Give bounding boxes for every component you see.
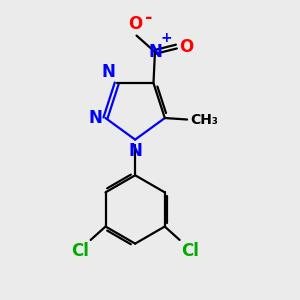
Text: N: N: [88, 109, 102, 127]
Text: CH₃: CH₃: [190, 112, 218, 127]
Text: N: N: [148, 43, 162, 61]
Text: O: O: [128, 15, 142, 33]
Text: N: N: [101, 63, 115, 81]
Text: Cl: Cl: [181, 242, 199, 260]
Text: Cl: Cl: [71, 242, 89, 260]
Text: +: +: [160, 32, 172, 45]
Text: O: O: [179, 38, 194, 56]
Text: -: -: [145, 9, 152, 27]
Text: N: N: [128, 142, 142, 160]
